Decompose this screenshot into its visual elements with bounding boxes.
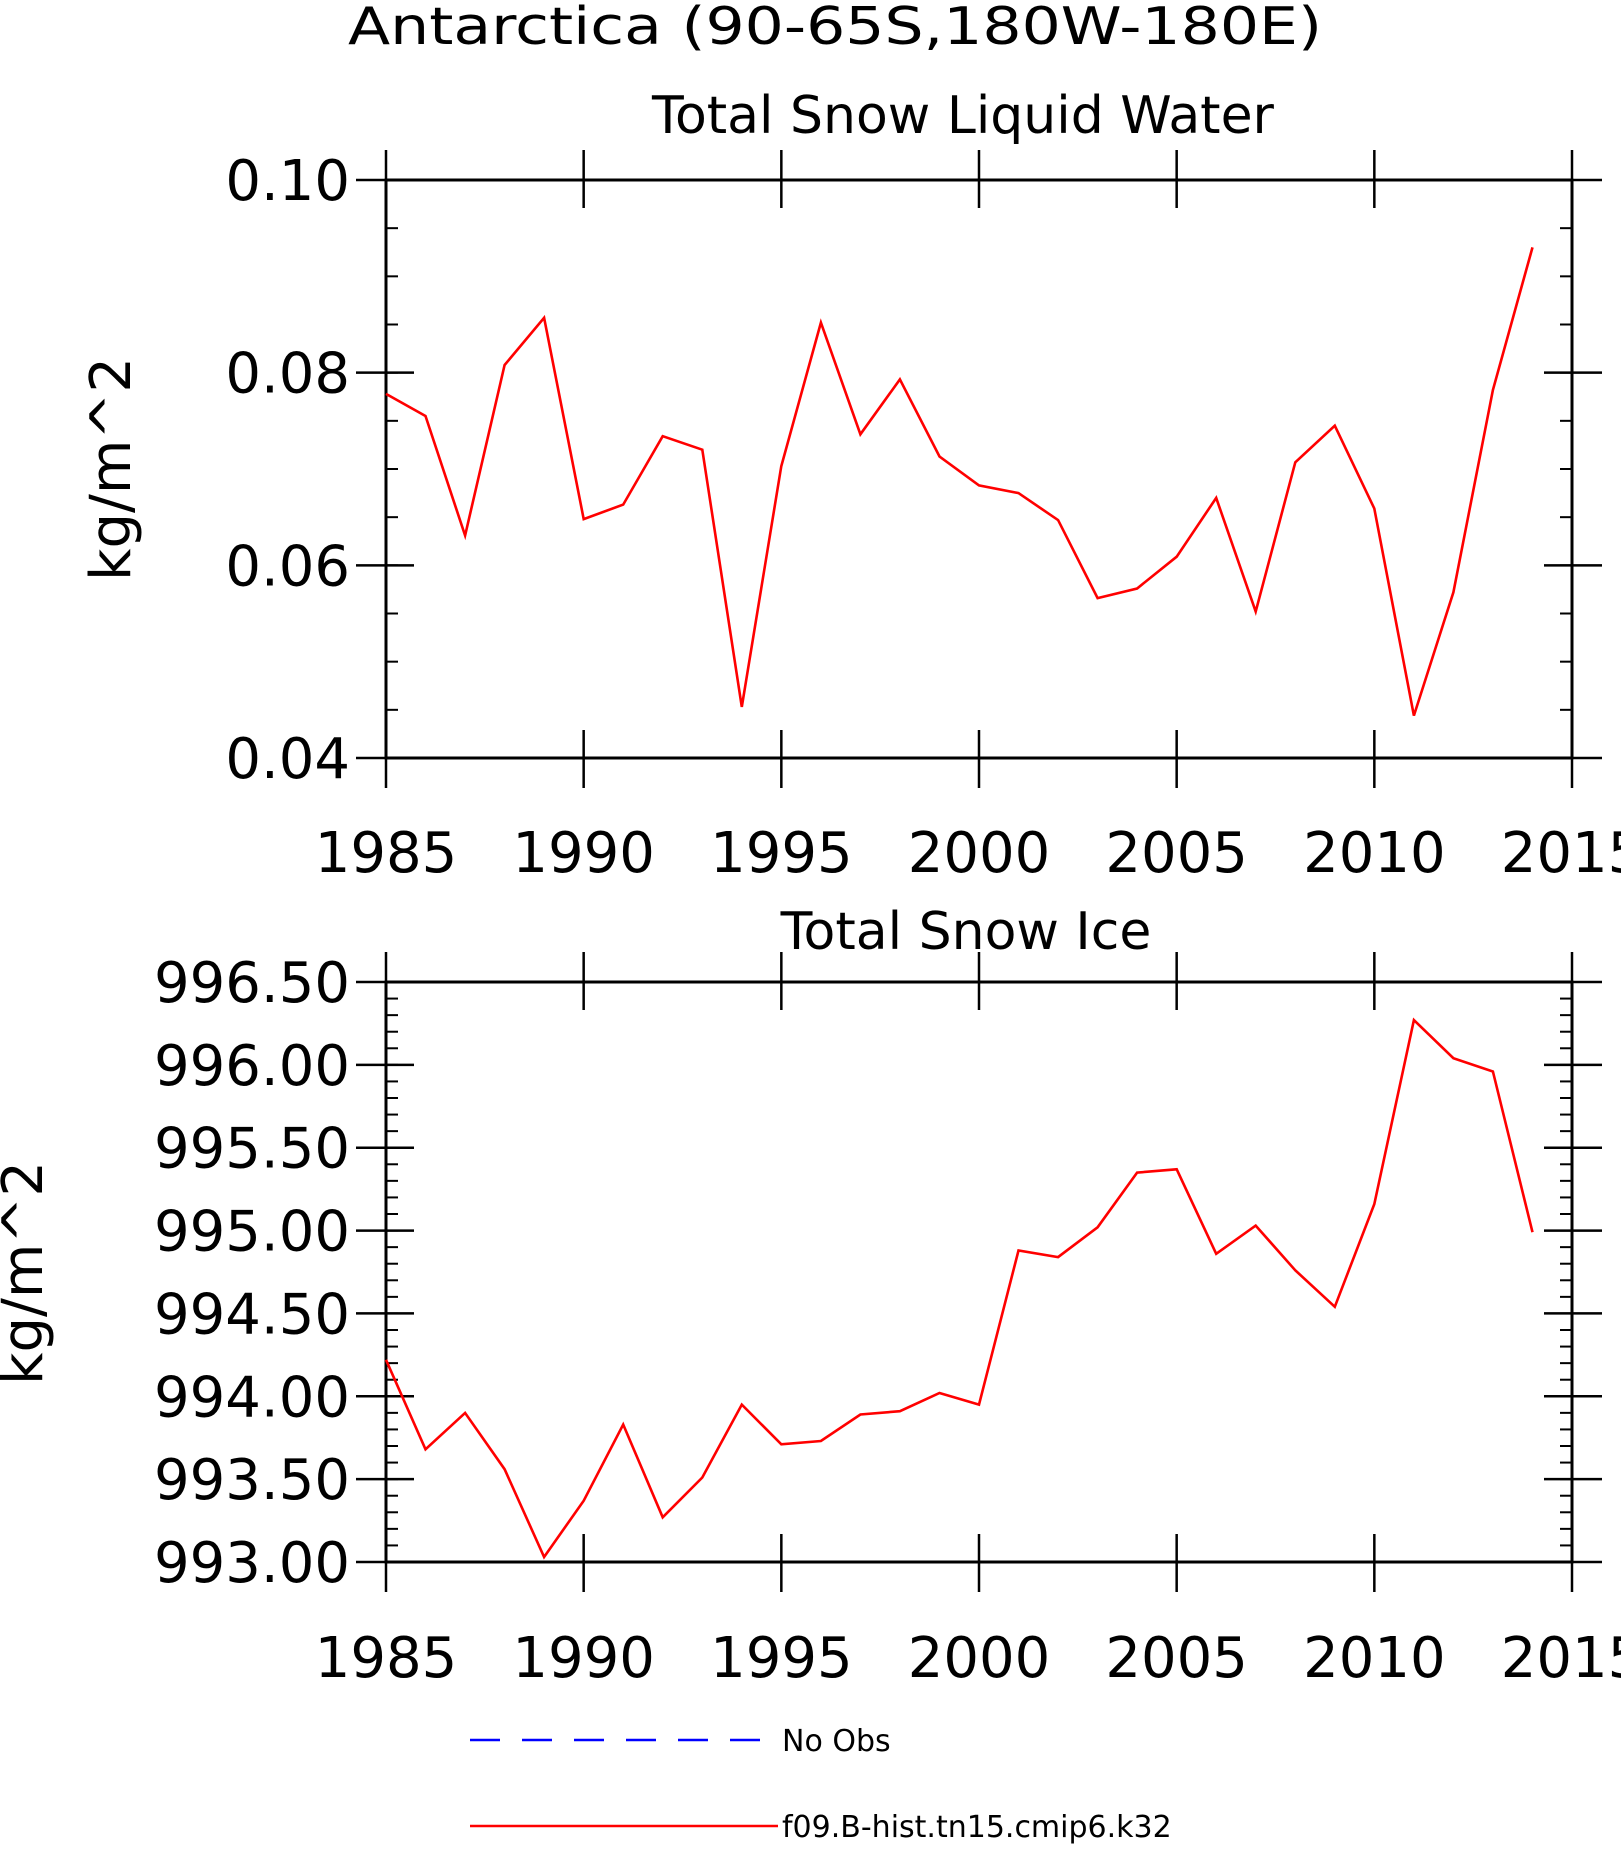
y-axis-label: kg/m^2	[0, 1161, 56, 1385]
x-tick-label: 1995	[710, 1626, 853, 1691]
y-tick-label: 0.08	[225, 342, 350, 407]
x-tick-label: 1985	[315, 1626, 458, 1691]
figure-title: Antarctica (90-65S,180W-180E)	[348, 0, 1322, 57]
legend-label-model: f09.B-hist.tn15.cmip6.k32	[782, 1810, 1172, 1844]
x-tick-label: 2010	[1303, 821, 1446, 886]
panel-snow-liquid-water: Total Snow Liquid Water 0.04 0.06 0.08 0.10…	[79, 86, 1621, 886]
y-tick-label: 996.00	[154, 1034, 350, 1099]
x-tick-label: 1990	[512, 821, 655, 886]
series-line	[384, 1017, 1534, 1560]
x-tick-label: 2005	[1105, 1626, 1248, 1691]
panel-title: Total Snow Ice	[780, 902, 1152, 962]
y-tick-label: 0.10	[225, 149, 350, 214]
y-tick-label: 0.04	[225, 727, 350, 792]
y-tick-label: 996.50	[154, 951, 350, 1016]
panel-snow-ice: Total Snow Ice 993.00 993.50 994.00 994.50 9…	[0, 902, 1621, 1691]
legend-entry-no-obs: No Obs	[470, 1724, 891, 1759]
panel-title: Total Snow Liquid Water	[651, 86, 1275, 146]
x-tick-label: 1995	[710, 821, 853, 886]
y-tick-label: 995.00	[154, 1200, 350, 1265]
legend-label-no-obs: No Obs	[782, 1724, 891, 1759]
series-line	[385, 247, 1534, 716]
x-tick-label: 1985	[315, 821, 458, 886]
y-tick-label: 994.00	[154, 1365, 350, 1430]
x-tick-label: 2000	[908, 1626, 1051, 1691]
y-tick-label: 0.06	[225, 534, 350, 599]
plot-frame	[384, 980, 1574, 1564]
plot-frame	[384, 178, 1574, 760]
y-tick-label: 993.50	[154, 1448, 350, 1513]
x-tick-label: 2015	[1501, 821, 1621, 886]
y-tick-label: 993.00	[154, 1531, 350, 1596]
x-tick-label: 2000	[908, 821, 1051, 886]
x-tick-label: 2005	[1105, 821, 1248, 886]
x-tick-label: 1990	[512, 1626, 655, 1691]
legend-entry-model: f09.B-hist.tn15.cmip6.k32	[470, 1810, 1172, 1845]
x-tick-label: 2010	[1303, 1626, 1446, 1691]
x-tick-label: 2015	[1501, 1626, 1621, 1691]
y-tick-label: 995.50	[154, 1117, 350, 1182]
y-tick-label: 994.50	[154, 1282, 350, 1347]
y-axis-label: kg/m^2	[79, 357, 144, 581]
legend: No Obs f09.B-hist.tn15.cmip6.k32	[470, 1724, 1172, 1845]
